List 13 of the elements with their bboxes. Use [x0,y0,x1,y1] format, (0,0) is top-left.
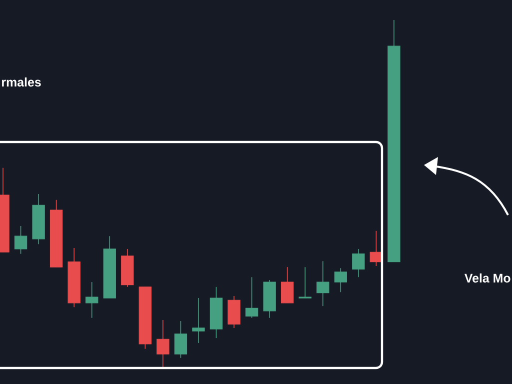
annotation: rmales [2,77,41,87]
text: Vela Mo [464,273,510,283]
candlestick [14,226,28,254]
candlestick [334,268,347,293]
candlestick [174,320,188,358]
candlestick [156,320,170,368]
candlestick [86,282,98,318]
candlestick [280,266,294,304]
candlestick [316,260,330,306]
candlestick [352,248,365,278]
candlestick [298,266,312,298]
candlestick [245,276,258,318]
candlestick [192,298,205,344]
